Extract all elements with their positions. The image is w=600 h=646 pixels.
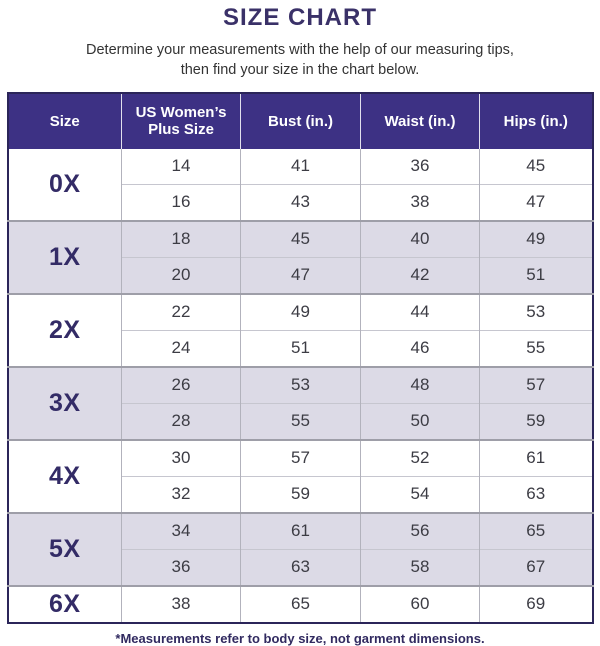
measurement-value: 38 <box>121 584 241 623</box>
table-row: 16 43 38 47 <box>8 183 593 221</box>
measurement-value: 43 <box>240 183 361 221</box>
page-subtitle: Determine your measurements with the hel… <box>0 40 600 81</box>
measurement-value: 16 <box>121 183 241 221</box>
size-label: 4X <box>7 438 122 513</box>
measurement-value: 46 <box>360 329 480 367</box>
measurement-value: 58 <box>360 548 480 586</box>
measurement-value: 48 <box>360 365 480 404</box>
measurement-value: 38 <box>360 183 480 221</box>
table-row: 36 63 58 67 <box>8 548 593 586</box>
measurement-value: 50 <box>360 402 480 440</box>
column-header-bust: Bust (in.) <box>240 92 361 149</box>
measurement-value: 49 <box>479 219 593 258</box>
measurement-value: 30 <box>121 438 241 477</box>
measurement-value: 28 <box>121 402 241 440</box>
measurement-value: 57 <box>479 365 593 404</box>
measurement-value: 51 <box>479 256 593 294</box>
size-label: 5X <box>7 511 122 586</box>
measurement-value: 49 <box>240 292 361 331</box>
measurement-value: 52 <box>360 438 480 477</box>
measurement-value: 47 <box>240 256 361 294</box>
measurement-value: 47 <box>479 183 593 221</box>
table-row: 0X 14 41 36 45 <box>7 148 593 221</box>
measurement-value: 63 <box>240 548 361 586</box>
column-header-plus-size: US Women’s Plus Size <box>121 92 241 149</box>
measurement-value: 55 <box>479 329 593 367</box>
subtitle-line-1: Determine your measurements with the hel… <box>86 42 514 58</box>
measurement-value: 61 <box>240 511 361 550</box>
table-row: 4X 30 57 52 61 <box>7 438 593 513</box>
measurement-value: 53 <box>479 292 593 331</box>
table-row: 24 51 46 55 <box>8 329 593 367</box>
measurement-value: 51 <box>240 329 361 367</box>
size-chart-page: SIZE CHART Determine your measurements w… <box>0 4 600 646</box>
table-row: 28 55 50 59 <box>8 402 593 440</box>
size-label: 2X <box>7 292 122 367</box>
measurement-value: 60 <box>360 584 480 623</box>
measurement-value: 44 <box>360 292 480 331</box>
measurement-value: 65 <box>479 511 593 550</box>
measurement-value: 63 <box>479 475 593 513</box>
size-table-body: 0X 14 41 36 45 16 43 38 47 1X 18 45 40 49 20 47 42 51 2X 22… <box>7 148 593 623</box>
measurement-value: 53 <box>240 365 361 404</box>
measurement-value: 24 <box>121 329 241 367</box>
measurement-value: 14 <box>121 148 241 185</box>
column-header-size: Size <box>7 92 122 149</box>
measurement-value: 56 <box>360 511 480 550</box>
measurement-value: 18 <box>121 219 241 258</box>
size-label: 0X <box>7 148 122 221</box>
measurement-value: 20 <box>121 256 241 294</box>
table-row: 5X 34 61 56 65 <box>7 511 593 586</box>
column-header-hips: Hips (in.) <box>479 92 593 149</box>
measurement-value: 26 <box>121 365 241 404</box>
measurement-value: 54 <box>360 475 480 513</box>
size-label: 1X <box>7 219 122 294</box>
measurement-value: 42 <box>360 256 480 294</box>
size-label: 6X <box>7 584 122 623</box>
size-label: 3X <box>7 365 122 440</box>
table-row: 1X 18 45 40 49 <box>7 219 593 294</box>
measurement-value: 59 <box>479 402 593 440</box>
measurement-value: 67 <box>479 548 593 586</box>
subtitle-line-2: then find your size in the chart below. <box>180 62 420 79</box>
table-row: 32 59 54 63 <box>8 475 593 513</box>
measurements-footnote: *Measurements refer to body size, not ga… <box>115 630 485 646</box>
measurement-value: 36 <box>121 548 241 586</box>
table-header: Size US Women’s Plus Size Bust (in.) Wai… <box>7 92 593 149</box>
measurement-value: 41 <box>240 148 361 185</box>
measurement-value: 36 <box>360 148 480 185</box>
table-row: 20 47 42 51 <box>8 256 593 294</box>
measurement-value: 32 <box>121 475 241 513</box>
measurement-value: 34 <box>121 511 241 550</box>
column-header-waist: Waist (in.) <box>360 92 480 149</box>
table-row: 3X 26 53 48 57 <box>7 365 593 440</box>
table-row: 6X 38 65 60 69 <box>7 584 593 623</box>
table-row: 2X 22 49 44 53 <box>7 292 593 367</box>
measurement-value: 55 <box>240 402 361 440</box>
measurement-value: 65 <box>240 584 361 623</box>
measurement-value: 45 <box>240 219 361 258</box>
measurement-value: 61 <box>479 438 593 477</box>
header-row: Size US Women’s Plus Size Bust (in.) Wai… <box>7 92 593 149</box>
measurement-value: 69 <box>479 584 593 623</box>
size-chart-table: Size US Women’s Plus Size Bust (in.) Wai… <box>6 91 594 624</box>
measurement-value: 57 <box>240 438 361 477</box>
measurement-value: 40 <box>360 219 480 258</box>
measurement-value: 45 <box>479 148 593 185</box>
page-title: SIZE CHART <box>223 4 377 31</box>
measurement-value: 22 <box>121 292 241 331</box>
measurement-value: 59 <box>240 475 361 513</box>
